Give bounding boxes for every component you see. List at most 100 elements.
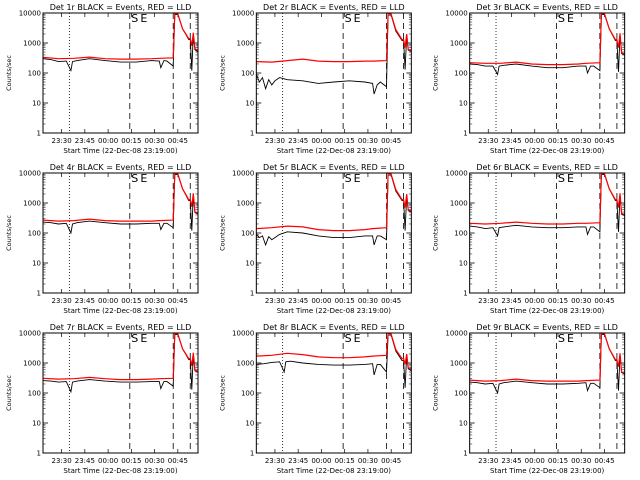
x-tick-label: 23:45	[501, 297, 521, 305]
x-tick-label: 00:45	[594, 457, 614, 465]
x-tick-label: 00:45	[381, 297, 401, 305]
panel-title: Det 7r BLACK = Events, RED = LLD	[50, 323, 192, 332]
y-tick-label: 1000	[23, 360, 41, 368]
panel-det-9: Det 9r BLACK = Events, RED = LLD Counts/s…	[432, 323, 626, 475]
y-tick-label: 10000	[445, 10, 467, 18]
x-axis-label: Start Time (22-Dec-08 23:19:00)	[490, 147, 604, 155]
y-axis-label: Counts/sec	[5, 55, 13, 91]
plot-frame	[255, 172, 412, 294]
y-tick-label: 10000	[19, 170, 41, 178]
start-marker: S	[345, 332, 352, 345]
panel-det-3: Det 3r BLACK = Events, RED = LLD Counts/s…	[432, 3, 626, 155]
panel-det-6: Det 6r BLACK = Events, RED = LLD Counts/s…	[432, 163, 626, 315]
panel-title: Det 2r BLACK = Events, RED = LLD	[263, 3, 405, 12]
x-tick-label: 00:00	[98, 137, 118, 145]
x-tick-label: 23:30	[52, 297, 72, 305]
y-tick-label: 10000	[232, 10, 254, 18]
end-marker: E	[567, 172, 574, 185]
x-tick-label: 00:00	[311, 457, 331, 465]
plot-frame	[469, 172, 626, 294]
y-tick-label: 1000	[450, 40, 468, 48]
panel-title: Det 4r BLACK = Events, RED = LLD	[50, 163, 192, 172]
y-axis-label: Counts/sec	[218, 215, 226, 251]
x-tick-label: 00:30	[358, 297, 378, 305]
series-line-events	[42, 173, 199, 235]
x-tick-label: 23:45	[75, 457, 95, 465]
y-tick-label: 10	[32, 100, 41, 108]
y-tick-label: 1	[37, 130, 41, 138]
series-line-events	[469, 173, 625, 238]
x-tick-label: 00:45	[381, 137, 401, 145]
x-axis-label: Start Time (22-Dec-08 23:19:00)	[277, 307, 391, 315]
end-marker: E	[140, 172, 147, 185]
series-line-lld	[469, 12, 625, 66]
x-tick-label: 23:30	[265, 137, 285, 145]
x-axis-label: Start Time (22-Dec-08 23:19:00)	[63, 467, 177, 475]
y-tick-label: 10	[245, 100, 254, 108]
y-tick-label: 100	[28, 390, 41, 398]
x-tick-label: 00:45	[594, 137, 614, 145]
x-tick-label: 23:30	[478, 457, 498, 465]
y-tick-label: 100	[241, 230, 254, 238]
x-tick-label: 23:45	[501, 137, 521, 145]
x-tick-label: 23:45	[288, 457, 308, 465]
plot-frame	[42, 172, 199, 294]
y-tick-label: 10	[459, 420, 468, 428]
y-tick-label: 10000	[445, 170, 467, 178]
x-axis-label: Start Time (22-Dec-08 23:19:00)	[277, 467, 391, 475]
x-tick-label: 00:30	[145, 457, 165, 465]
panel-det-7: Det 7r BLACK = Events, RED = LLD Counts/s…	[5, 323, 199, 475]
y-tick-label: 10	[245, 420, 254, 428]
start-marker: S	[558, 12, 565, 25]
series-line-lld	[42, 172, 199, 222]
x-tick-label: 00:30	[571, 457, 591, 465]
y-tick-label: 1000	[237, 200, 255, 208]
plot-frame	[255, 12, 412, 134]
y-tick-label: 1	[250, 450, 254, 458]
series-line-lld	[256, 332, 412, 370]
y-axis-label: Counts/sec	[5, 375, 13, 411]
x-axis-label: Start Time (22-Dec-08 23:19:00)	[490, 467, 604, 475]
panel-title: Det 1r BLACK = Events, RED = LLD	[50, 3, 192, 12]
y-tick-label: 10	[459, 260, 468, 268]
y-tick-label: 100	[28, 230, 41, 238]
plot-frame	[469, 12, 626, 134]
series-line-events	[255, 14, 412, 95]
y-tick-label: 1000	[237, 40, 255, 48]
y-tick-label: 1000	[450, 360, 468, 368]
y-tick-label: 10	[245, 260, 254, 268]
panel-title: Det 8r BLACK = Events, RED = LLD	[263, 323, 405, 332]
series-line-lld	[42, 332, 199, 381]
y-tick-label: 1	[250, 290, 254, 298]
x-tick-label: 23:45	[501, 457, 521, 465]
x-tick-label: 00:15	[121, 457, 141, 465]
x-tick-label: 23:45	[75, 297, 95, 305]
x-tick-label: 00:15	[335, 137, 355, 145]
x-tick-label: 00:15	[335, 457, 355, 465]
x-tick-label: 23:30	[52, 137, 72, 145]
y-tick-label: 10000	[232, 330, 254, 338]
plot-frame	[42, 332, 199, 454]
y-axis-label: Counts/sec	[432, 375, 440, 411]
series-line-events	[469, 13, 625, 76]
x-tick-label: 00:30	[145, 137, 165, 145]
y-tick-label: 100	[454, 70, 467, 78]
panel-det-2: Det 2r BLACK = Events, RED = LLD Counts/s…	[218, 3, 412, 155]
x-tick-label: 00:15	[335, 297, 355, 305]
y-tick-label: 100	[454, 230, 467, 238]
x-tick-label: 00:15	[121, 137, 141, 145]
start-marker: S	[131, 172, 138, 185]
y-axis-label: Counts/sec	[218, 55, 226, 91]
x-tick-label: 00:45	[168, 297, 188, 305]
x-tick-label: 00:45	[594, 297, 614, 305]
y-tick-label: 1	[463, 450, 467, 458]
x-tick-label: 23:45	[75, 137, 95, 145]
x-tick-label: 23:45	[288, 137, 308, 145]
series-line-lld	[42, 12, 199, 60]
y-tick-label: 1000	[237, 360, 255, 368]
x-tick-label: 00:00	[311, 137, 331, 145]
x-tick-label: 00:15	[548, 457, 568, 465]
y-tick-label: 10000	[19, 10, 41, 18]
x-axis-label: Start Time (22-Dec-08 23:19:00)	[277, 147, 391, 155]
